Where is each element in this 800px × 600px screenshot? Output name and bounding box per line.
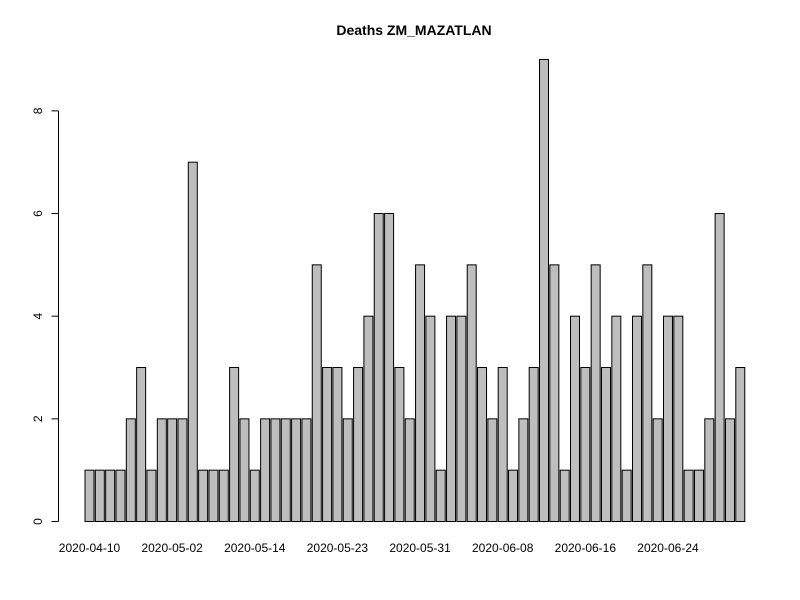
bar bbox=[208, 469, 219, 523]
bar bbox=[590, 264, 601, 522]
bar bbox=[301, 418, 312, 522]
bar bbox=[136, 367, 147, 523]
bar bbox=[322, 367, 333, 523]
bar bbox=[353, 367, 364, 523]
x-tick-label: 2020-05-31 bbox=[389, 541, 451, 555]
x-tick-label: 2020-04-10 bbox=[59, 541, 121, 555]
bar bbox=[601, 367, 611, 523]
bar bbox=[177, 418, 188, 522]
bar bbox=[125, 418, 136, 522]
y-tick-label: 2 bbox=[31, 415, 45, 422]
bar bbox=[363, 315, 374, 522]
bar bbox=[559, 469, 570, 523]
bar bbox=[735, 367, 746, 523]
bar bbox=[456, 315, 467, 522]
bar bbox=[446, 315, 457, 522]
bar bbox=[662, 315, 673, 522]
x-tick-label: 2020-06-08 bbox=[472, 541, 534, 555]
bar bbox=[539, 59, 550, 522]
bar bbox=[570, 315, 581, 522]
bar bbox=[549, 264, 560, 522]
bar bbox=[291, 418, 302, 522]
bar bbox=[115, 469, 126, 523]
y-tick-label: 4 bbox=[31, 313, 45, 320]
bar bbox=[218, 469, 229, 523]
y-tick-label: 0 bbox=[31, 518, 45, 525]
x-tick-label: 2020-05-14 bbox=[224, 541, 286, 555]
bar bbox=[84, 469, 95, 523]
bar bbox=[611, 315, 622, 522]
bar bbox=[384, 213, 395, 523]
bar bbox=[94, 469, 105, 523]
bar bbox=[394, 367, 405, 523]
bar bbox=[198, 469, 209, 523]
bar bbox=[156, 418, 167, 522]
x-tick-label: 2020-05-23 bbox=[307, 541, 369, 555]
bar bbox=[425, 315, 436, 522]
x-tick-label: 2020-06-24 bbox=[637, 541, 699, 555]
y-axis: 0 2 4 6 8 bbox=[31, 107, 59, 525]
bar bbox=[167, 418, 178, 522]
bar bbox=[404, 418, 415, 522]
bar bbox=[477, 367, 488, 523]
bar bbox=[270, 418, 281, 522]
bar bbox=[332, 367, 343, 523]
x-axis-labels: 2020-04-10 2020-05-02 2020-05-14 2020-05-23… bbox=[59, 541, 699, 555]
bar bbox=[528, 367, 539, 523]
bar bbox=[724, 418, 735, 522]
bar bbox=[342, 418, 353, 522]
bar bbox=[642, 264, 653, 522]
x-tick-label: 2020-06-16 bbox=[555, 541, 617, 555]
bar bbox=[508, 469, 519, 523]
bar bbox=[704, 418, 715, 522]
bar bbox=[487, 418, 498, 522]
bar bbox=[373, 213, 384, 523]
bar bbox=[105, 469, 116, 523]
bar bbox=[187, 161, 198, 522]
bar bbox=[229, 367, 240, 523]
bar bbox=[631, 315, 642, 522]
bars bbox=[84, 59, 746, 523]
bar bbox=[466, 264, 477, 522]
bar bbox=[580, 367, 591, 523]
bar bbox=[146, 469, 157, 523]
bar bbox=[249, 469, 260, 523]
bar bbox=[621, 469, 632, 523]
chart-title: Deaths ZM_MAZATLAN bbox=[336, 22, 491, 38]
bar bbox=[693, 469, 704, 523]
x-tick-label: 2020-05-02 bbox=[141, 541, 203, 555]
bar bbox=[415, 264, 426, 522]
bar bbox=[311, 264, 322, 522]
bar bbox=[673, 315, 684, 522]
bar bbox=[497, 367, 508, 523]
bar bbox=[280, 418, 291, 522]
bar bbox=[435, 469, 446, 523]
bar bbox=[652, 418, 663, 522]
bar bbox=[714, 213, 725, 523]
bar bbox=[260, 418, 271, 522]
y-tick-label: 6 bbox=[31, 210, 45, 217]
bar bbox=[239, 418, 250, 522]
bar bbox=[518, 418, 529, 522]
bar bbox=[683, 469, 694, 523]
y-tick-label: 8 bbox=[31, 107, 45, 114]
